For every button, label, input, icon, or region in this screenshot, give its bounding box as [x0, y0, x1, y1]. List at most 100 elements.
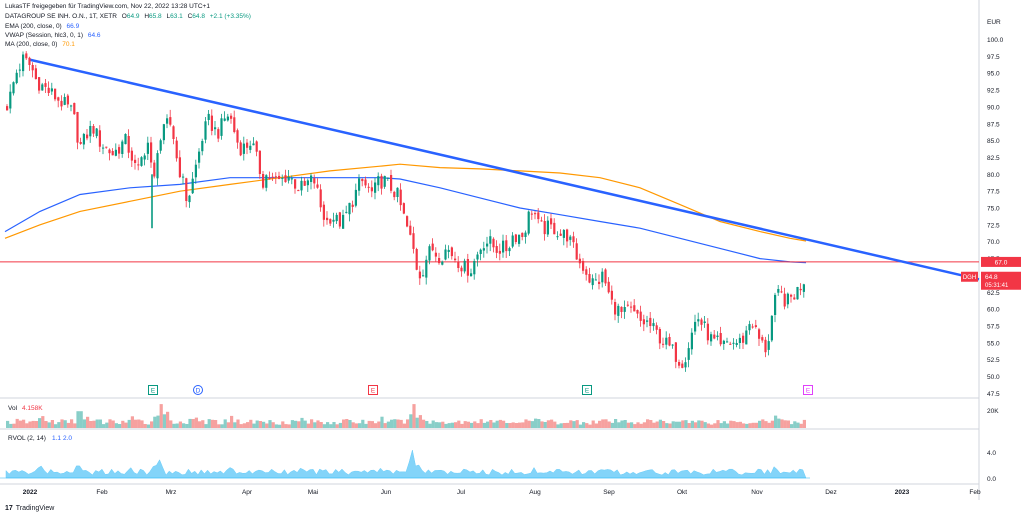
candle-body: [466, 259, 469, 276]
candle-body: [303, 180, 306, 186]
indicator-ma[interactable]: MA (200, close, 0) 70.1: [5, 41, 78, 49]
volume-bar: [722, 421, 726, 428]
y-tick-label: 62.5: [987, 290, 1000, 297]
candle-body: [137, 164, 140, 166]
volume-bar: [690, 420, 694, 428]
candle-body: [146, 142, 149, 154]
earnings-marker: [148, 385, 158, 395]
volume-bar: [658, 419, 662, 428]
candle-body: [198, 151, 201, 163]
candle-body: [25, 53, 28, 59]
candle-body: [297, 190, 300, 192]
volume-bar: [377, 421, 381, 428]
candle-body: [591, 278, 594, 286]
candle-body: [50, 88, 53, 92]
tradingview-logo[interactable]: 17 TradingView: [5, 505, 54, 512]
volume-bar: [281, 421, 285, 428]
volume-bar: [338, 422, 342, 428]
candle-body: [649, 317, 652, 326]
volume-bar: [390, 419, 394, 428]
candle-body: [514, 234, 517, 242]
volume-bar: [230, 415, 234, 428]
volume-bar: [15, 418, 19, 428]
candle-body: [380, 175, 383, 189]
last-price-text: 64.8: [985, 274, 998, 281]
candle-body: [710, 334, 713, 342]
candle-body: [444, 249, 447, 260]
ohlc-c-label: C: [187, 13, 193, 20]
volume-bar: [207, 419, 211, 428]
candle-body: [706, 323, 709, 341]
candle-body: [671, 344, 674, 346]
volume-bar: [322, 424, 326, 428]
volume-bar: [342, 419, 346, 428]
volume-bar: [729, 420, 733, 428]
candle-body: [658, 329, 661, 344]
volume-bar: [482, 422, 486, 428]
volume-bar: [348, 420, 352, 428]
volume-bar: [748, 423, 752, 428]
candle-body: [178, 157, 181, 178]
volume-bar: [572, 421, 576, 428]
volume-bar: [466, 421, 470, 428]
volume-bar: [226, 422, 230, 428]
rvol-label: RVOL (2, 14): [8, 435, 46, 442]
volume-bar: [473, 421, 477, 428]
candle-body: [18, 69, 21, 71]
volume-bar: [559, 423, 563, 428]
ohlc-l-label: L: [166, 13, 171, 20]
volume-bar: [191, 419, 195, 428]
candle-body: [434, 252, 437, 257]
candle-body: [278, 175, 281, 179]
candle-body: [105, 146, 108, 148]
candle-body: [306, 180, 309, 186]
volume-bar: [585, 423, 589, 428]
volume-bar: [502, 420, 506, 428]
volume-bar: [118, 424, 122, 428]
volume-bar: [70, 419, 74, 428]
candle-body: [284, 175, 287, 183]
volume-bar: [630, 422, 634, 428]
volume-axis-label: 20K: [987, 408, 999, 415]
volume-bar: [361, 419, 365, 428]
x-tick-label: Apr: [242, 489, 253, 496]
candle-body: [268, 177, 271, 179]
volume-bar: [758, 420, 762, 428]
volume-bar: [681, 420, 685, 428]
candle-body: [642, 319, 645, 325]
y-tick-label: 70.0: [987, 239, 1000, 246]
candle-body: [31, 65, 34, 71]
volume-bar: [460, 423, 464, 428]
candle-body: [556, 236, 559, 238]
ohlc-l: 63.1: [170, 13, 183, 20]
volume-bar: [22, 419, 26, 428]
volume-bar: [540, 421, 544, 428]
indicator-vwap[interactable]: VWAP (Session, hlc3, 0, 1) 64.6: [5, 32, 104, 40]
candle-body: [367, 186, 370, 188]
candle-body: [751, 326, 754, 328]
volume-bar: [751, 422, 755, 428]
candle-body: [358, 178, 361, 191]
candle-body: [57, 97, 60, 101]
indicator-ema[interactable]: EMA (200, close, 0) 66.9: [5, 23, 82, 31]
y-tick-label: 90.0: [987, 104, 1000, 111]
volume-bar: [66, 422, 70, 428]
candle-body: [604, 269, 607, 284]
candle-body: [226, 116, 229, 121]
ohlc-c: 64.8: [192, 13, 205, 20]
indicator-ma-value: 70.1: [62, 41, 75, 48]
candle-body: [722, 340, 725, 344]
volume-bar: [156, 415, 160, 428]
volume-bar: [710, 424, 714, 428]
candle-body: [386, 177, 389, 179]
candle-body: [406, 216, 409, 227]
candle-body: [246, 142, 249, 148]
candle-body: [22, 54, 25, 72]
volume-bar: [284, 424, 288, 428]
volume-bar: [668, 423, 672, 428]
candle-body: [447, 249, 450, 252]
volume-bar: [105, 422, 109, 428]
volume-bar: [476, 423, 480, 428]
